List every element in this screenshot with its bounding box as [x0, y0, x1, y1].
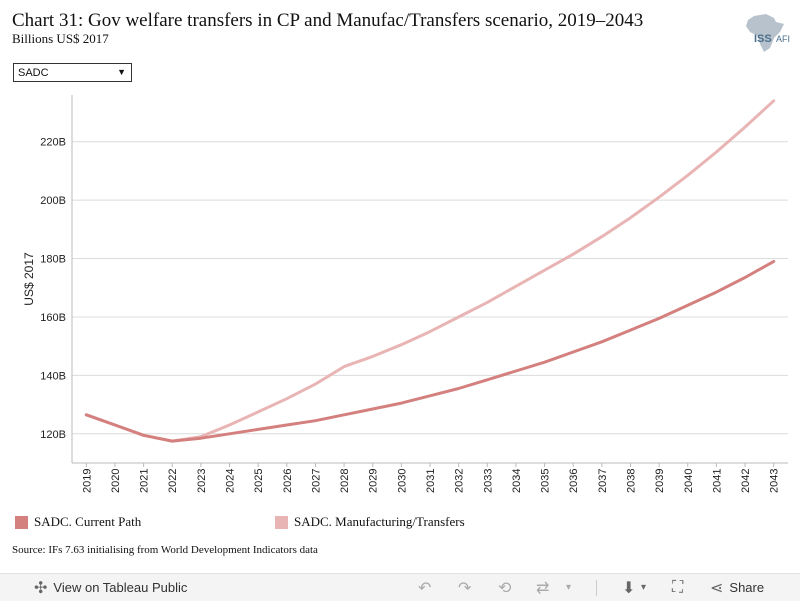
tableau-logo-icon: ✣ [34, 579, 48, 597]
logo-accent-text: AFI [776, 34, 790, 44]
download-dropdown-icon[interactable]: ▾ [641, 582, 647, 593]
x-tick-label: 2025 [253, 469, 265, 493]
redo-icon[interactable]: ↷ [458, 579, 472, 597]
x-tick-label: 2043 [769, 469, 781, 493]
chart-subtitle: Billions US$ 2017 [12, 31, 109, 46]
x-tick-label: 2028 [339, 469, 351, 493]
y-tick-label: 160B [40, 312, 66, 324]
legend-item-manufacturing-transfers[interactable]: SADC. Manufacturing/Transfers [275, 512, 465, 532]
share-label: Share [729, 580, 765, 595]
x-tick-label: 2030 [396, 469, 408, 493]
x-tick-label: 2039 [654, 469, 666, 493]
chart-title: Chart 31: Gov welfare transfers in CP an… [12, 10, 644, 31]
tableau-toolbar: ✣ View on Tableau Public ↶ ↷ ⟲ ⇄ ▾ ⬇ ▾ ⛶… [0, 573, 800, 601]
x-tick-label: 2026 [282, 469, 294, 493]
view-on-tableau-button[interactable]: ✣ View on Tableau Public [34, 574, 187, 601]
x-tick-label: 2035 [540, 469, 552, 493]
x-tick-label: 2019 [81, 469, 93, 493]
download-icon[interactable]: ⬇ [622, 579, 636, 597]
share-icon: ⋖ [710, 579, 724, 597]
refresh-icon[interactable]: ⇄ [536, 579, 550, 597]
series-line-manufacturing-transfers [84, 99, 776, 443]
y-tick-label: 220B [40, 137, 66, 149]
x-tick-label: 2042 [740, 469, 752, 493]
x-tick-label: 2041 [711, 469, 723, 493]
legend-item-current-path[interactable]: SADC. Current Path [15, 512, 141, 532]
line-chart: 120B 140B 160B 180B 200B 220B US$ 2017 2019 2020… [22, 95, 788, 493]
x-tick-label: 2037 [597, 469, 609, 493]
series-line-current-path [84, 260, 776, 443]
share-button[interactable]: ⋖ Share [710, 574, 764, 601]
x-tick-label: 2038 [625, 469, 637, 493]
source-note: Source: IFs 7.63 initialising from World… [12, 544, 318, 556]
legend-swatch-manufacturing-transfers [275, 515, 288, 529]
x-tick-label: 2024 [225, 469, 237, 493]
region-filter-dropdown[interactable]: SADC ▼ [13, 63, 132, 82]
x-tick-label: 2029 [368, 469, 380, 493]
logo-text: ISS [754, 33, 772, 45]
region-filter-value: SADC [18, 67, 49, 79]
chevron-down-icon: ▼ [117, 67, 126, 77]
x-tick-label: 2034 [511, 469, 523, 493]
x-tick-label: 2027 [310, 469, 322, 493]
x-tick-label: 2021 [139, 469, 151, 493]
x-tick-label: 2033 [482, 469, 494, 493]
y-axis-label: US$ 2017 [22, 252, 36, 306]
legend-label-current-path: SADC. Current Path [34, 514, 142, 529]
africa-map-icon [746, 14, 784, 52]
x-tick-label: 2031 [425, 469, 437, 493]
x-tick-label: 2032 [454, 469, 466, 493]
y-tick-label: 120B [40, 429, 66, 441]
y-tick-label: 140B [40, 370, 66, 382]
iss-africa-logo: ISS AFI [740, 12, 792, 54]
x-tick-label: 2040 [683, 469, 695, 493]
x-tick-label: 2022 [167, 469, 179, 493]
refresh-dropdown-icon[interactable]: ▾ [566, 582, 572, 593]
x-tick-label: 2023 [196, 469, 208, 493]
legend-label-manufacturing-transfers: SADC. Manufacturing/Transfers [294, 514, 465, 529]
revert-icon[interactable]: ⟲ [498, 579, 512, 597]
view-on-tableau-label: View on Tableau Public [53, 580, 188, 595]
undo-icon[interactable]: ↶ [418, 579, 432, 597]
fullscreen-icon[interactable]: ⛶ [672, 578, 684, 596]
toolbar-divider [596, 580, 597, 596]
legend-swatch-current-path [15, 515, 28, 529]
x-tick-label: 2020 [110, 469, 122, 493]
y-tick-label: 200B [40, 195, 66, 207]
y-tick-label: 180B [40, 254, 66, 266]
x-tick-label: 2036 [568, 469, 580, 493]
